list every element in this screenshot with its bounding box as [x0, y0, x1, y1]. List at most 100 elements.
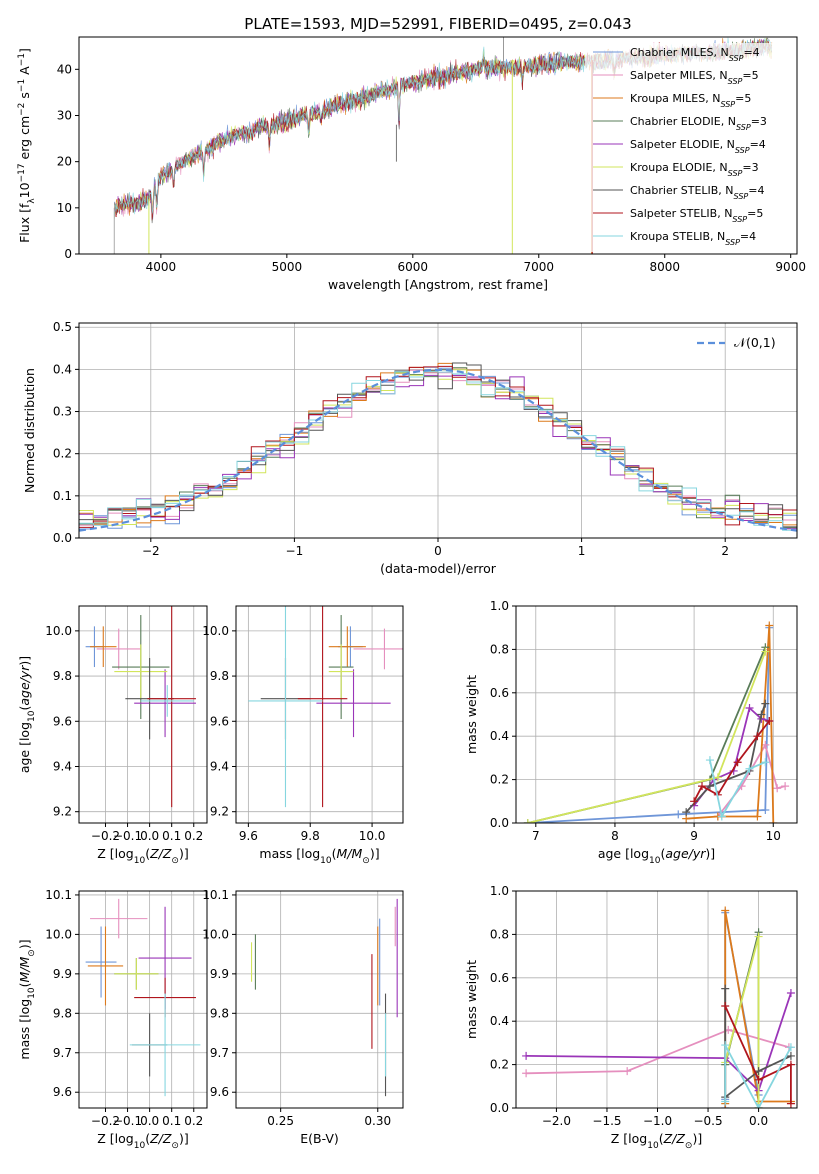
x-tick-label: 6000 — [398, 260, 429, 274]
spectrum-panel: 4000 5000 6000 7000 8000 9000 0 10 20 30 40 wavelen… — [17, 36, 806, 292]
series-marker — [786, 1051, 795, 1060]
x-tick-label: 0.25 — [267, 1114, 294, 1128]
x-tick-label: 9.8 — [301, 829, 320, 843]
legend-label: Salpeter MILES, NSSP=5 — [630, 69, 759, 86]
y-tick-label: 9.6 — [210, 1085, 229, 1099]
y-tick-label: 9.8 — [53, 669, 72, 683]
y-tick-label: 40 — [57, 62, 72, 76]
series-marker — [733, 758, 742, 767]
x-axis-label: (data-model)/error — [380, 561, 497, 576]
series-marker — [721, 906, 730, 915]
x-tick-label: −0.2 — [91, 829, 120, 843]
series-marker — [773, 784, 782, 793]
y-tick-label: 0.4 — [490, 729, 509, 743]
x-tick-label: 0.30 — [364, 1114, 391, 1128]
y-axis-label: age [log10(age/yr)] — [17, 656, 37, 773]
errorbar-point — [90, 898, 148, 939]
x-tick-label: 8 — [611, 829, 619, 843]
axes-frame: 9.6 9.8 10.0 9.2 9.4 9.6 9.8 10.0 mass [log10(M/… — [202, 605, 404, 866]
x-axis-label: Z [log10(Z/Z⊙)] — [611, 1131, 702, 1151]
series-marker — [786, 988, 795, 997]
series-marker — [713, 773, 722, 782]
y-tick-label: 0.6 — [490, 686, 509, 700]
series-line — [724, 1044, 792, 1108]
y-tick-label: 9.9 — [53, 967, 72, 981]
legend-label: 𝒩(0,1) — [734, 335, 776, 350]
age-vs-metallicity-panel: −0.2−0.10.0 0.1 0.2 9.2 9.4 9.6 9.8 10.0 Z [log1… — [17, 605, 208, 866]
series-marker — [786, 1043, 795, 1052]
x-tick-label: −1.5 — [592, 1114, 621, 1128]
age-vs-mass-panel: 9.6 9.8 10.0 9.2 9.4 9.6 9.8 10.0 mass [log10(M/… — [202, 605, 404, 866]
y-tick-label: 9.9 — [210, 967, 229, 981]
series-line — [724, 1005, 792, 1104]
y-tick-label: 9.4 — [53, 759, 72, 773]
series-marker — [761, 758, 770, 767]
y-tick-label: 10.1 — [45, 888, 72, 902]
series-marker — [761, 699, 770, 708]
series-marker — [765, 717, 774, 726]
x-tick-label: −2.0 — [542, 1114, 571, 1128]
errorbar-point — [147, 606, 196, 808]
y-tick-label: 0.1 — [53, 489, 72, 503]
errorbar-point — [85, 926, 117, 998]
x-tick-label: 10.0 — [359, 829, 386, 843]
y-tick-label: 0.2 — [53, 447, 72, 461]
series-marker — [717, 812, 726, 821]
series-marker — [745, 703, 754, 712]
y-tick-label: 10.0 — [202, 624, 229, 638]
histogram-step — [79, 371, 797, 531]
legend-box — [585, 43, 793, 252]
axes-frame: 4000 5000 6000 7000 8000 9000 0 10 20 30 40 wavelen… — [17, 36, 806, 292]
plot-area — [250, 898, 398, 1097]
y-tick-label: 9.8 — [53, 1006, 72, 1020]
series-marker — [753, 812, 762, 821]
plot-area — [523, 621, 790, 823]
series-marker — [721, 1097, 730, 1106]
y-tick-label: 9.6 — [53, 1085, 72, 1099]
y-tick-label: 0.6 — [490, 971, 509, 985]
series-marker — [769, 819, 778, 823]
x-tick-label: 10 — [766, 829, 781, 843]
legend-label: Chabrier ELODIE, NSSP=3 — [630, 115, 767, 132]
errorbar-point — [316, 669, 391, 738]
axes-box — [235, 890, 404, 1109]
x-tick-label: −0.5 — [693, 1114, 722, 1128]
y-tick-label: 0.3 — [53, 405, 72, 419]
y-tick-label: 9.6 — [210, 714, 229, 728]
series-marker — [757, 710, 766, 719]
y-tick-label: 9.8 — [210, 669, 229, 683]
x-tick-label: 9000 — [775, 260, 806, 274]
series-marker — [523, 819, 532, 823]
y-tick-label: 10 — [57, 201, 72, 215]
legend-label: Kroupa STELIB, NSSP=4 — [630, 230, 756, 247]
axes-box — [515, 605, 798, 824]
series-marker — [522, 1051, 531, 1060]
y-axis-label: mass weight — [464, 960, 479, 1039]
x-tick-label: 9 — [690, 829, 698, 843]
y-tick-label: 9.6 — [53, 714, 72, 728]
legend: Chabrier MILES, NSSP=4 Salpeter MILES, NS… — [585, 43, 793, 252]
y-tick-label: 1.0 — [490, 884, 509, 898]
x-tick-label: −0.1 — [113, 829, 142, 843]
y-tick-label: 9.4 — [210, 759, 229, 773]
y-axis-label: Flux [fλ10−17 erg cm−2 s−1 A−1] — [17, 48, 37, 243]
axes-frame: 7 8 9 10 0.0 0.2 0.4 0.6 0.8 1.0 age [log10(age/yr… — [464, 599, 798, 866]
legend-label: Salpeter ELODIE, NSSP=4 — [630, 138, 766, 155]
series-marker — [674, 810, 683, 819]
y-tick-label: 20 — [57, 155, 72, 169]
series-marker — [754, 1075, 763, 1084]
axes-box — [78, 605, 208, 824]
series-marker — [721, 984, 730, 993]
x-tick-label: −1 — [286, 544, 304, 558]
series-marker — [721, 1041, 730, 1050]
errorbar-point — [114, 958, 159, 990]
y-tick-label: 9.7 — [53, 1046, 72, 1060]
plot-area — [248, 606, 403, 808]
errorbar-point — [90, 626, 117, 668]
residuals-panel: −2 −1 0 1 2 0.0 0.1 0.2 0.3 0.4 0.5 𝒩(0,1) (data-mod… — [22, 320, 798, 576]
x-tick-label: 4000 — [146, 260, 177, 274]
x-tick-label: 0.1 — [162, 829, 181, 843]
series-marker — [754, 932, 763, 941]
y-tick-label: 0.8 — [490, 927, 509, 941]
y-tick-label: 9.2 — [53, 805, 72, 819]
